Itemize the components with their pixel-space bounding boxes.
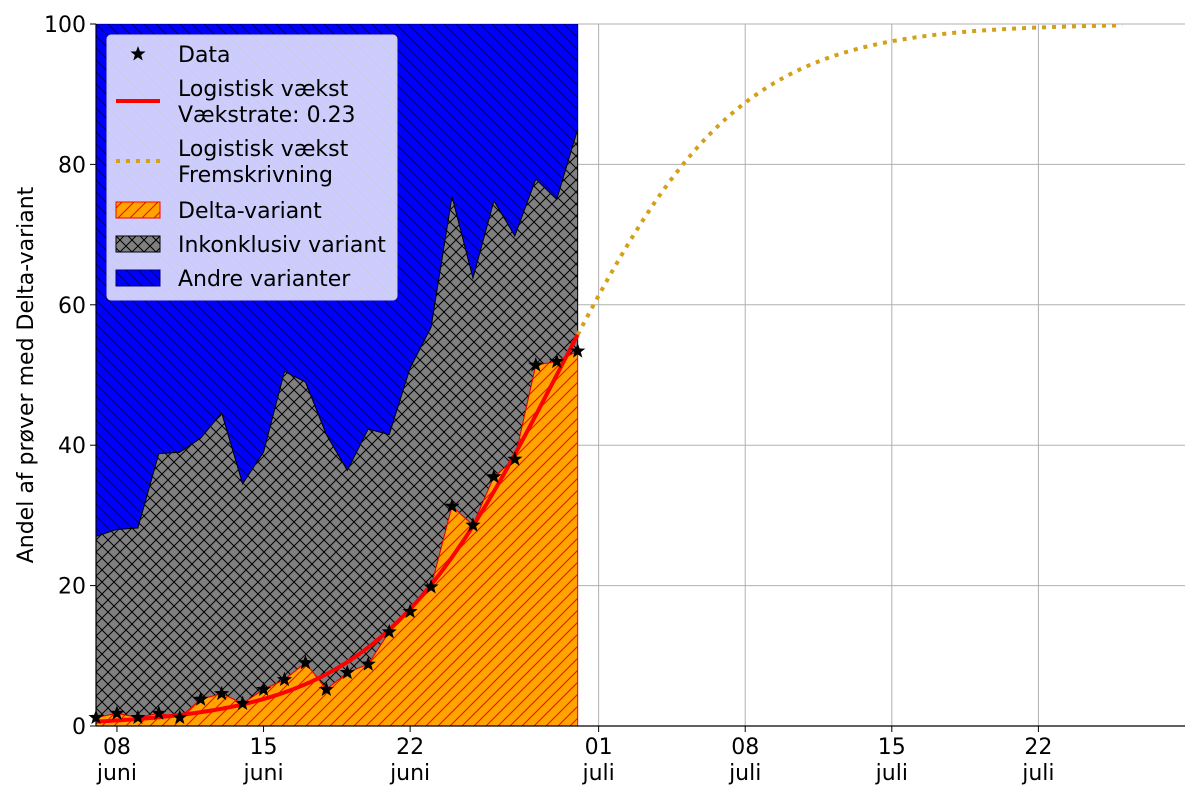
data-point [549,353,565,369]
x-tick-label-month: juli [728,761,761,786]
data-point [255,681,272,696]
data-point [234,695,251,711]
x-tick-label-day: 08 [103,735,131,760]
legend-label: Logistisk vækst [178,137,349,162]
x-tick-label-day: 15 [878,735,906,760]
x-tick-label-month: juni [242,761,283,786]
y-tick-label: 60 [58,294,86,319]
data-point [360,656,376,671]
x-tick-label-day: 22 [1024,735,1052,760]
legend-label-line2: Fremskrivning [178,163,333,188]
y-tick-label: 80 [58,153,86,178]
y-axis-label: Andel af prøver med Delta-variant [14,186,39,563]
data-point [151,705,167,720]
x-tick-label-month: juli [581,761,614,786]
data-point [444,498,460,513]
x-tick-label-month: juni [389,761,430,786]
x-tick-label-month: juni [96,761,137,786]
data-point [214,685,230,701]
x-tick-label-day: 01 [585,735,613,760]
legend-label: Andre varianter [178,267,351,292]
data-point [130,709,146,725]
y-tick-label: 20 [58,575,86,600]
legend-label: Data [178,43,231,68]
data-point [172,709,188,725]
y-tick-label: 40 [58,434,86,459]
data-point [276,671,293,687]
data-point [528,357,544,372]
legend-swatch-hatch [115,235,161,253]
legend-label: Delta-variant [178,199,322,224]
data-point [381,623,397,639]
legend-star-marker [130,46,146,61]
x-tick-label-day: 08 [731,735,759,760]
x-ticks: 08juni15juni22juni01juli08juli15juli22ju… [96,726,1055,786]
legend-label: Inkonklusiv variant [178,233,386,258]
legend-label: Logistisk vækst [178,77,349,102]
axes [95,24,1185,727]
data-point [339,664,355,680]
y-ticks: 0 20 40 60 80 100 [44,13,96,740]
legend-swatch-hatch [115,269,161,287]
legend-label-line2: Vækstrate: 0.23 [178,103,356,128]
x-tick-label-month: juli [875,761,908,786]
projection-line [575,24,1123,336]
data-point [402,603,418,619]
data-point [297,654,314,670]
legend-swatch-hatch [115,201,161,219]
x-tick-label-day: 15 [250,735,278,760]
x-tick-label-month: juli [1021,761,1054,786]
y-tick-label: 100 [44,13,86,38]
data-points [88,343,586,725]
data-point [507,451,523,466]
data-point [193,691,209,706]
data-point [318,681,334,696]
data-point [570,343,586,358]
y-tick-label: 0 [72,715,86,740]
data-point [486,468,502,484]
data-point [109,705,125,720]
legend-box [106,34,398,301]
data-point [423,579,439,594]
data-point [465,517,481,532]
x-tick-label-day: 22 [396,735,424,760]
